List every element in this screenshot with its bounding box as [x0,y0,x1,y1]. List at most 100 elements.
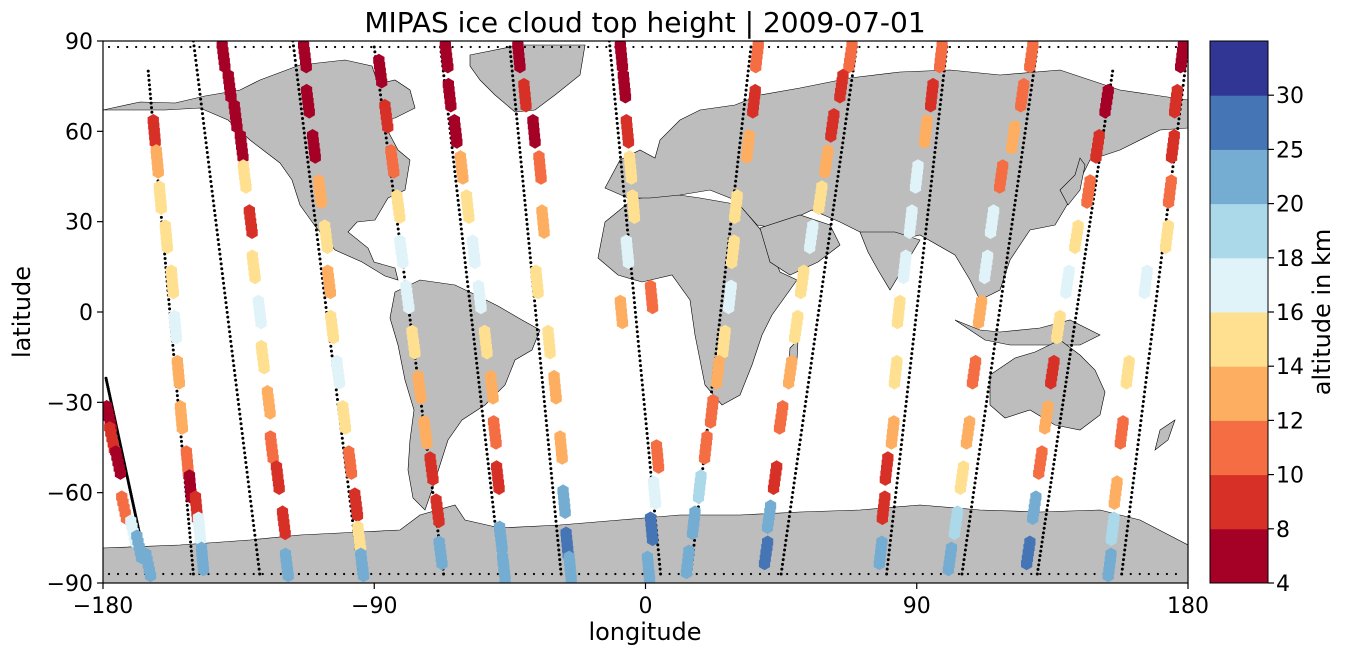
track-dot [461,241,465,245]
track-dot [514,112,518,116]
track-dot [187,526,191,530]
track-dot [396,222,400,226]
colorbar-segment [1210,257,1268,313]
track-dot [1176,126,1180,130]
track-dot [963,548,967,552]
cloud-marker [976,294,988,308]
track-dot [1129,572,1132,576]
track-dot [535,323,539,327]
cloud-marker [349,487,361,501]
track-dot [1152,318,1156,322]
track-dot [844,122,848,126]
cloud-marker [982,249,994,263]
track-dot [1048,490,1052,494]
track-dot [1135,452,1139,456]
track-dot [238,417,242,421]
cloud-marker [252,294,264,308]
track-dot [370,45,373,49]
track-dot [984,572,988,576]
track-dot [194,58,198,62]
cloud-marker [125,514,137,528]
track-dot [468,299,472,303]
track-dot [731,572,735,576]
track-dot [1181,83,1185,87]
track-dot [1149,337,1153,341]
track-dot [1003,270,1007,274]
track-dot [235,393,239,397]
track-dot [526,232,530,236]
track-dot [1111,69,1115,73]
cloud-marker [228,98,240,112]
track-dot [885,567,889,571]
cloud-marker [647,475,660,489]
track-dot [324,45,328,49]
track-dot [621,184,625,188]
track-dot [311,204,315,208]
track-dot [975,467,979,471]
track-dot [1147,352,1151,356]
cloud-marker [243,204,255,218]
track-dot [978,447,982,451]
track-dot [939,98,943,102]
track-dot [329,344,333,348]
track-dot [636,339,640,343]
track-dot [1026,112,1030,116]
track-dot [841,141,845,145]
track-dot [510,64,514,68]
track-dot [528,256,532,260]
cloud-marker [1018,77,1030,91]
track-dot [942,74,946,78]
cloud-marker [270,460,283,474]
track-dot [974,471,978,475]
track-dot [307,170,311,174]
track-dot [787,519,791,523]
track-dot [186,513,190,517]
track-dot [612,92,616,96]
track-dot [527,246,531,250]
track-dot [334,388,338,392]
track-dot [1048,572,1051,576]
cloud-marker [234,129,246,142]
cloud-marker [1027,41,1039,52]
track-dot [933,150,937,154]
track-dot [569,45,572,49]
track-dot [803,404,807,408]
track-dot [270,45,273,49]
track-dot [965,534,969,538]
track-dot [294,63,298,67]
track-dot [168,307,172,311]
track-dot [966,529,970,533]
track-dot [234,572,237,576]
track-dot [1081,270,1085,274]
track-dot [557,548,561,552]
track-dot [634,315,638,319]
land-arabia [759,214,841,276]
track-dot [460,45,463,49]
track-dot [745,79,749,83]
track-dot [981,428,985,432]
track-dot [976,462,980,466]
track-dot [636,335,640,339]
track-dot [1011,213,1015,217]
track-dot [840,45,843,49]
cloud-marker [1141,264,1153,278]
track-dot [208,175,212,179]
track-dot [524,208,528,212]
track-dot [302,131,306,135]
track-dot [1153,308,1157,312]
track-dot [433,45,436,49]
track-dot [788,510,792,514]
track-dot [451,572,454,576]
track-dot [479,395,483,399]
track-dot [1126,519,1130,523]
track-dot [509,59,513,63]
track-dot [713,572,716,576]
track-dot [315,45,319,49]
track-dot [192,44,196,48]
track-dot [926,213,930,217]
track-dot [911,337,915,341]
track-dot [1138,423,1142,427]
track-dot [645,427,649,431]
track-dot [1004,261,1008,265]
cloud-marker [614,41,626,52]
